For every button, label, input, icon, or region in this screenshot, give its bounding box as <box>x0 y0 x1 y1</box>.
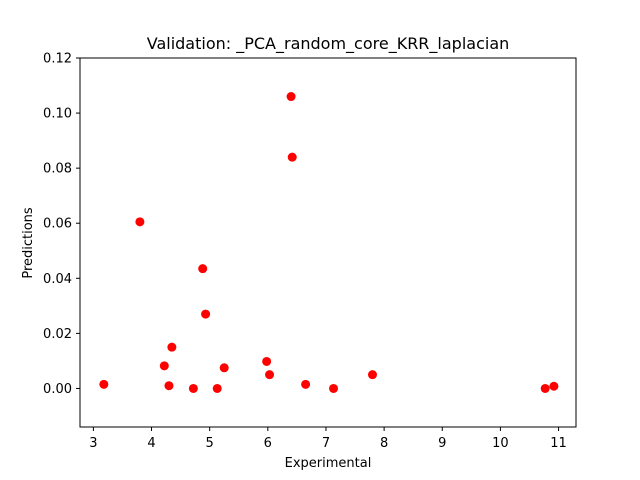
data-point <box>262 356 272 366</box>
y-tick-label: 0.10 <box>43 107 72 122</box>
x-tick-label: 10 <box>492 436 509 451</box>
data-point <box>167 342 177 352</box>
x-axis-label: Experimental <box>285 456 372 471</box>
data-point <box>219 363 229 373</box>
data-point <box>549 381 559 391</box>
x-tick-label: 3 <box>89 436 97 451</box>
axes-frame <box>79 57 577 428</box>
x-tick-label: 7 <box>322 436 330 451</box>
data-point <box>164 381 174 391</box>
x-tick-label: 5 <box>206 436 214 451</box>
y-tick-label: 0.12 <box>43 52 72 67</box>
y-tick-label: 0.04 <box>43 272 72 287</box>
data-point <box>540 383 550 393</box>
x-tick-label: 9 <box>438 436 446 451</box>
data-point <box>198 264 208 274</box>
y-axis-label: Predictions <box>21 207 36 279</box>
data-point <box>301 379 311 389</box>
axis-ticks: 3 4 5 6 7 8 9 10 11 0.00 0.02 0.04 0.06 0.08 0.10 0.12 <box>43 52 567 452</box>
plot-area <box>99 92 559 393</box>
chart-title: Validation: _PCA_random_core_KRR_laplaci… <box>147 34 510 54</box>
y-tick-label: 0.00 <box>43 382 72 397</box>
data-point <box>265 370 275 380</box>
data-point <box>329 383 339 393</box>
data-point <box>286 92 296 102</box>
data-point <box>201 309 211 319</box>
data-point <box>212 383 222 393</box>
y-tick-label: 0.02 <box>43 327 72 342</box>
data-point <box>135 217 145 227</box>
y-tick-label: 0.06 <box>43 217 72 232</box>
data-point <box>159 361 169 371</box>
x-tick-label: 11 <box>550 436 567 451</box>
data-point <box>367 370 377 380</box>
x-tick-label: 6 <box>264 436 272 451</box>
x-tick-label: 4 <box>147 436 155 451</box>
data-point <box>287 152 297 162</box>
y-tick-label: 0.08 <box>43 162 72 177</box>
data-point <box>99 379 109 389</box>
x-tick-label: 8 <box>380 436 388 451</box>
data-point <box>188 383 198 393</box>
